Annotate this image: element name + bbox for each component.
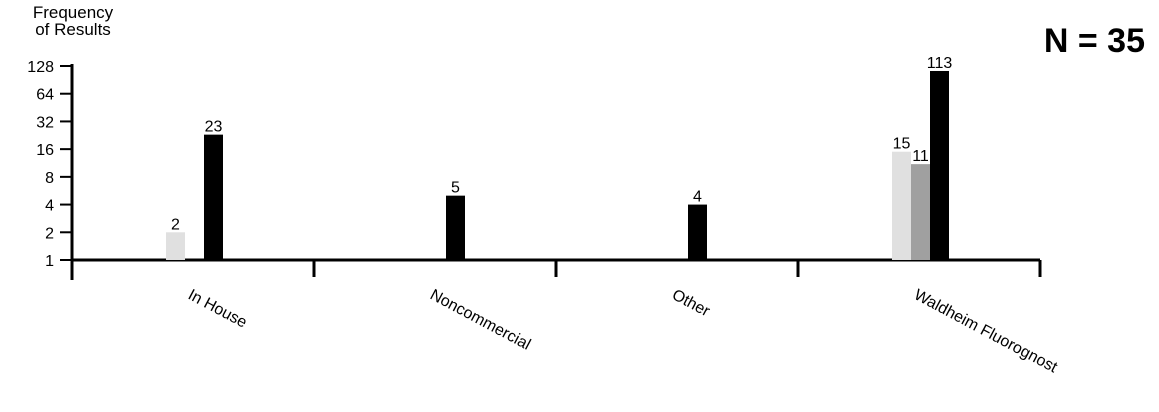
bar-data-label: 23 (205, 119, 223, 136)
x-category-label: Waldheim Fluorognost (911, 287, 1060, 377)
bar (166, 232, 185, 260)
sample-size-annotation: N = 35 (1043, 22, 1145, 60)
bar (446, 195, 465, 260)
y-tick-label: 2 (45, 225, 54, 242)
y-axis-title-line-1: Frequency (32, 3, 114, 22)
bar-data-label: 113 (927, 55, 953, 72)
bar (911, 164, 930, 260)
bar (204, 134, 223, 260)
y-tick-label: 16 (36, 142, 54, 159)
y-tick-label: 1 (45, 253, 54, 270)
bars (166, 70, 949, 260)
x-category-label: In House (185, 287, 250, 332)
bar (930, 70, 949, 260)
y-tick-label: 4 (45, 198, 54, 215)
y-tick-label: 64 (36, 87, 54, 104)
bar (892, 151, 911, 260)
x-category-label: Noncommercial (427, 287, 533, 354)
bar-data-label: 4 (693, 189, 702, 206)
bar-data-label: 15 (893, 136, 911, 153)
y-tick-label: 128 (27, 59, 54, 76)
bar-data-label: 2 (171, 216, 180, 233)
bar-data-label: 5 (451, 180, 460, 197)
x-category-label: Other (669, 287, 713, 321)
y-axis-title-line-2: of Results (35, 20, 111, 39)
y-axis-title: Frequency of Results (8, 4, 138, 38)
bar (688, 204, 707, 260)
y-ticks: 1 2 4 8 16 32 64 128 (27, 59, 72, 270)
y-tick-label: 8 (45, 170, 54, 187)
bar-data-label: 11 (912, 148, 929, 165)
axes (70, 64, 1042, 280)
y-tick-label: 32 (36, 114, 54, 131)
